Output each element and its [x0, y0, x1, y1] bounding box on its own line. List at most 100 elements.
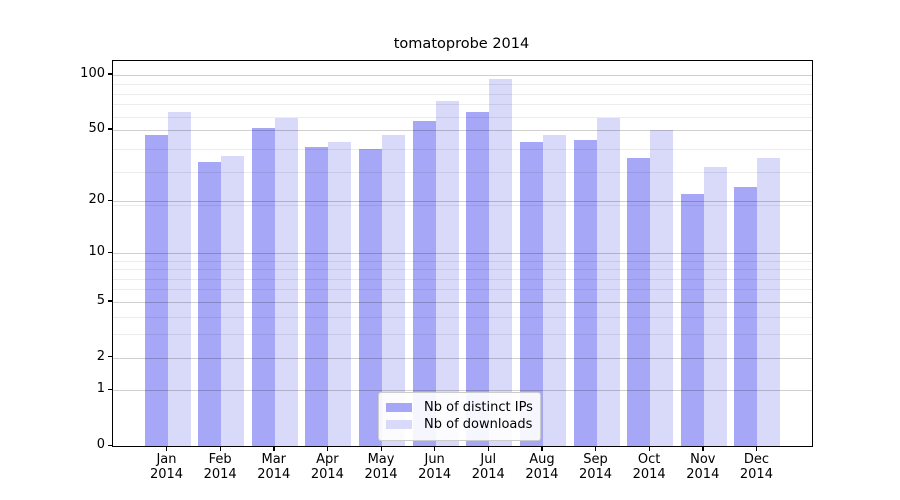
y-tick-label: 2 — [96, 348, 105, 364]
y-tick-label: 50 — [88, 120, 105, 136]
y-tick-label: 1 — [96, 381, 105, 397]
y-tick-mark — [108, 251, 113, 253]
y-tick-mark — [108, 199, 113, 201]
legend-row: Nb of distinct IPs — [386, 400, 533, 415]
gridline-minor — [113, 278, 812, 280]
x-tick-month: Jan — [156, 452, 177, 467]
x-tick-mark — [648, 446, 650, 451]
y-tick-mark — [108, 73, 113, 75]
bar-distinct-ips-jul — [466, 111, 490, 446]
x-tick-mark — [380, 446, 382, 451]
x-tick-mark — [755, 446, 758, 451]
bar-downloads-dec — [757, 157, 781, 446]
legend-label: Nb of distinct IPs — [424, 400, 533, 415]
x-tick-mark — [595, 446, 597, 451]
bar-downloads-aug — [542, 134, 566, 446]
bar-downloads-may — [382, 134, 406, 446]
x-tick-label: May 2014 — [353, 452, 409, 482]
gridline-minor — [113, 116, 812, 118]
x-tick-year: 2014 — [364, 467, 398, 482]
y-tick-mark — [108, 388, 113, 391]
legend-swatch — [386, 420, 412, 429]
bar-distinct-ips-oct — [627, 157, 651, 446]
gridline-minor — [113, 269, 812, 271]
x-tick-label: Apr 2014 — [299, 452, 355, 482]
y-tick-label: 10 — [88, 244, 105, 260]
gridline-major — [113, 390, 812, 392]
gridline-minor — [113, 172, 812, 174]
x-tick-month: Apr — [316, 452, 339, 467]
gridline-minor — [113, 93, 812, 95]
bar-distinct-ips-nov — [680, 193, 704, 446]
gridline-major — [113, 129, 812, 131]
bar-downloads-apr — [328, 141, 352, 446]
x-tick-month: Jun — [424, 452, 445, 467]
x-tick-month: Mar — [261, 452, 287, 467]
gridline-major — [113, 74, 812, 76]
bar-distinct-ips-aug — [519, 141, 543, 446]
x-tick-label: Jun 2014 — [407, 452, 463, 482]
x-tick-month: Aug — [529, 452, 555, 467]
x-tick-label: Sep 2014 — [568, 452, 624, 482]
legend-row: Nb of downloads — [386, 417, 533, 432]
gridline-minor — [113, 149, 812, 151]
x-tick-year: 2014 — [686, 467, 720, 482]
plot-area — [112, 60, 813, 447]
x-tick-label: Nov 2014 — [675, 452, 731, 482]
legend: Nb of distinct IPs Nb of downloads — [378, 392, 541, 441]
y-tick-label: 0 — [96, 437, 105, 452]
gridline-major — [113, 301, 812, 303]
x-tick-mark — [273, 446, 275, 451]
x-tick-mark — [487, 446, 490, 451]
x-tick-mark — [541, 446, 543, 451]
bar-distinct-ips-feb — [198, 162, 222, 446]
y-tick-mark — [108, 300, 113, 302]
bar-distinct-ips-jan — [144, 134, 168, 446]
x-tick-label: Mar 2014 — [246, 452, 302, 482]
gridline-minor — [113, 104, 812, 106]
x-tick-mark — [702, 446, 704, 451]
bar-distinct-ips-may — [359, 149, 383, 446]
x-tick-year: 2014 — [578, 467, 613, 482]
bar-downloads-nov — [703, 167, 727, 446]
gridline-minor — [113, 205, 812, 207]
y-tick-label: 5 — [96, 292, 105, 308]
grid-layer — [113, 61, 812, 446]
x-tick-year: 2014 — [257, 467, 291, 482]
gridline-minor — [113, 260, 812, 262]
gridline-major — [113, 357, 812, 359]
x-tick-mark — [326, 446, 329, 451]
x-tick-label: Aug 2014 — [514, 452, 570, 482]
bar-distinct-ips-mar — [251, 128, 275, 446]
x-tick-year: 2014 — [149, 467, 184, 482]
bar-downloads-oct — [650, 129, 674, 446]
y-tick-label: 100 — [80, 65, 105, 81]
x-tick-label: Feb 2014 — [192, 452, 248, 482]
gridline-minor — [113, 289, 812, 291]
legend-label: Nb of downloads — [424, 417, 533, 432]
bar-downloads-jun — [435, 100, 459, 446]
x-tick-label: Oct 2014 — [621, 452, 677, 482]
x-tick-year: 2014 — [310, 467, 344, 482]
x-tick-year: 2014 — [739, 467, 773, 482]
bar-downloads-jul — [489, 78, 513, 446]
bar-downloads-sep — [596, 118, 620, 446]
gridline-minor — [113, 334, 812, 336]
x-tick-label: Jan 2014 — [139, 452, 195, 482]
y-tick-mark — [108, 444, 113, 446]
y-tick-mark — [108, 128, 113, 130]
x-tick-month: Jul — [480, 452, 497, 467]
chart-title: tomatoprobe 2014 — [393, 36, 530, 52]
x-tick-year: 2014 — [203, 467, 237, 482]
gridline-minor — [113, 84, 812, 86]
x-tick-mark — [166, 446, 168, 451]
bars-layer — [113, 61, 812, 446]
x-tick-year: 2014 — [418, 467, 452, 482]
gridline-major — [113, 253, 812, 255]
bar-distinct-ips-apr — [305, 147, 329, 446]
x-tick-month: Nov — [690, 452, 716, 467]
bar-distinct-ips-dec — [734, 187, 758, 446]
bar-downloads-jan — [167, 111, 191, 446]
legend-swatch — [386, 403, 412, 412]
